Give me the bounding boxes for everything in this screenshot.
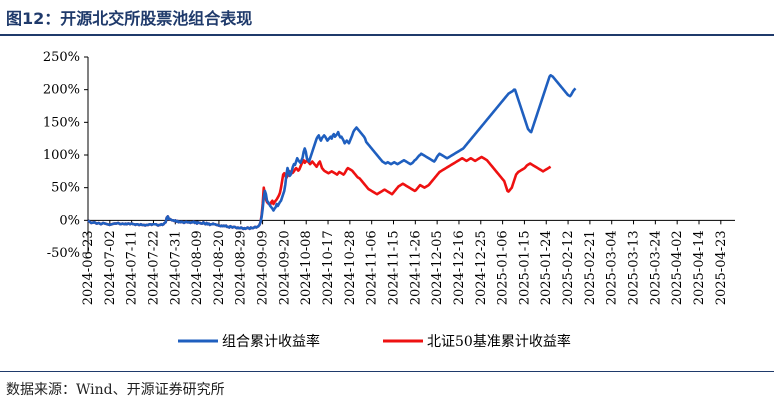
x-tick-label: 2024-10-08 [299,230,314,305]
x-tick-label: 2024-07-22 [146,230,161,305]
x-tick-label: 2024-06-23 [81,230,96,305]
y-tick-label: 50% [51,181,80,196]
x-tick-label: 2025-04-23 [714,230,729,305]
x-tick-label: 2025-02-12 [561,230,576,305]
x-tick-label: 2024-10-28 [343,230,358,305]
y-tick-label: -50% [47,246,80,261]
y-tick-label: 100% [43,148,80,163]
series-line-2 [87,155,552,231]
title-bar: 图12：开源北交所股票池组合表现 [0,0,774,36]
x-tick-label: 2025-04-02 [670,230,685,305]
series-layer [87,73,577,231]
x-tick-label: 2024-08-09 [190,230,205,305]
x-tick-label: 2024-08-29 [234,230,249,305]
x-tick-label: 2024-07-11 [125,230,140,305]
data-source: 数据来源：Wind、开源证券研究所 [6,382,225,398]
legend-label-2: 北证50基准累计收益率 [427,333,571,350]
series-line-1 [87,73,577,231]
x-tick-label: 2024-10-17 [321,230,336,305]
y-tick-label: 0% [59,213,80,228]
x-tick-label: 2025-03-24 [648,230,663,305]
x-tick-label: 2025-01-24 [539,230,554,305]
x-tick-label: 2024-12-05 [430,230,445,305]
legend: 组合累计收益率 北证50基准累计收益率 [178,333,571,350]
x-tick-label: 2024-11-26 [408,230,423,305]
legend-label-1: 组合累计收益率 [222,333,320,350]
x-axis: 2024-06-23 2024-07-02 2024-07-11 2024-07-22… [81,219,735,305]
y-tick-label: 250% [43,50,80,65]
x-tick-label: 2024-11-06 [365,230,380,305]
x-tick-label: 2025-02-21 [583,230,598,305]
chart-title: 图12：开源北交所股票池组合表现 [6,9,253,28]
x-tick-label: 2024-08-20 [212,230,227,305]
line-chart: -50%0%50%100%150%200%250% 2024-06-23 2024… [43,50,735,350]
x-tick-label: 2025-03-13 [627,230,642,305]
x-tick-label: 2024-09-20 [277,230,292,305]
y-tick-label: 150% [43,115,80,130]
y-axis: -50% 0% 50% 100% 150% 200% 250% [43,50,89,261]
footer-divider [0,371,774,372]
x-tick-label: 2025-04-14 [692,230,707,305]
x-tick-label: 2024-11-15 [386,230,401,305]
y-tick-label: 200% [43,83,80,98]
x-tick-label: 2024-12-16 [452,230,467,305]
x-tick-label: 2025-03-04 [605,230,620,305]
x-tick-label: 2025-01-15 [517,230,532,305]
x-tick-label: 2024-07-02 [103,230,118,305]
x-tick-label: 2025-01-06 [496,230,511,305]
x-tick-label: 2024-07-31 [168,230,183,305]
x-tick-label: 2024-12-25 [474,230,489,305]
x-tick-label: 2024-09-09 [256,230,271,305]
